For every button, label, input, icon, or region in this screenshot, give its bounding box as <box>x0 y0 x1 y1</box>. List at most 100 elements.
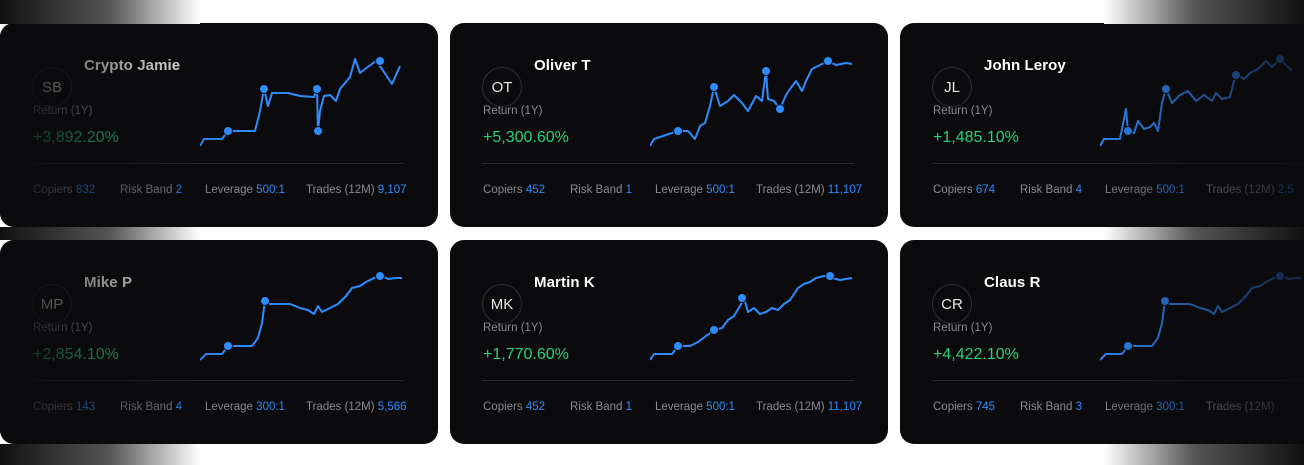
trader-stats: Copiers 745 Risk Band 3 Leverage 300:1 Trad… <box>933 401 1275 413</box>
trader-card-crypto-jamie[interactable]: SB Crypto Jamie Return (1Y) +3,892.20% C… <box>0 23 438 227</box>
sparkline-marker <box>1123 341 1133 351</box>
copiers-value: 143 <box>75 401 96 413</box>
return-label: Return (1Y) <box>33 322 93 334</box>
trader-name[interactable]: Claus R <box>984 274 1041 291</box>
trader-name[interactable]: Crypto Jamie <box>84 57 181 74</box>
leverage-value: 500:1 <box>256 184 285 196</box>
return-value: +5,300.60% <box>483 129 569 146</box>
return-value: +3,892.20% <box>33 129 119 146</box>
return-value: +4,422.10% <box>933 346 1019 363</box>
risk-band-stat: Risk Band 4 <box>120 401 205 413</box>
risk-band-label: Risk Band <box>570 401 623 413</box>
return-value: +1,770.60% <box>483 346 569 363</box>
leverage-stat: Leverage 300:1 <box>1105 401 1206 413</box>
return-sparkline <box>650 271 853 361</box>
risk-band-value: 3 <box>1075 401 1083 413</box>
trader-name[interactable]: Martin K <box>534 274 595 291</box>
sparkline-marker <box>313 126 323 136</box>
trader-card-claus-r[interactable]: CR Claus R Return (1Y) +4,422.10% Copier… <box>900 240 1304 444</box>
sparkline-marker <box>260 296 270 306</box>
risk-band-value: 4 <box>175 401 183 413</box>
return-sparkline <box>1100 54 1293 147</box>
leverage-stat: Leverage 500:1 <box>205 184 306 196</box>
copiers-value: 745 <box>975 401 996 413</box>
avatar: OT <box>482 67 522 107</box>
avatar: JL <box>932 67 972 107</box>
leverage-value: 300:1 <box>256 401 285 413</box>
trader-name[interactable]: Oliver T <box>534 57 591 74</box>
trades-value: 9,107 <box>377 184 407 196</box>
return-label: Return (1Y) <box>933 322 993 334</box>
return-sparkline <box>200 271 402 361</box>
sparkline-marker <box>312 84 322 94</box>
leverage-label: Leverage <box>655 401 703 413</box>
trader-card-john-leroy[interactable]: JL John Leroy Return (1Y) +1,485.10% Cop… <box>900 23 1304 227</box>
trades-label: Trades (12M) <box>306 401 375 413</box>
leverage-stat: Leverage 500:1 <box>1105 184 1206 196</box>
avatar: CR <box>932 284 972 324</box>
risk-band-value: 1 <box>625 184 633 196</box>
sparkline-path <box>650 60 853 147</box>
avatar: MP <box>32 284 72 324</box>
return-value: +2,854.10% <box>33 346 119 363</box>
leverage-stat: Leverage 300:1 <box>205 401 306 413</box>
card-divider <box>932 380 1304 381</box>
copiers-stat: Copiers 674 <box>933 184 1020 196</box>
trader-stats: Copiers 832 Risk Band 2 Leverage 500:1 Trad… <box>33 184 407 196</box>
return-label: Return (1Y) <box>483 322 543 334</box>
sparkline-path <box>200 275 402 361</box>
return-label: Return (1Y) <box>933 105 993 117</box>
copiers-stat: Copiers 452 <box>483 401 570 413</box>
sparkline-marker <box>673 341 683 351</box>
trades-stat: Trades (12M) <box>1206 401 1275 413</box>
copiers-value: 674 <box>975 184 996 196</box>
copiers-label: Copiers <box>483 401 523 413</box>
card-divider <box>482 163 854 164</box>
trader-name[interactable]: John Leroy <box>984 57 1066 74</box>
leverage-label: Leverage <box>655 184 703 196</box>
sparkline-marker <box>259 84 269 94</box>
trades-label: Trades (12M) <box>756 401 825 413</box>
avatar: SB <box>32 67 72 107</box>
trader-card-martin-k[interactable]: MK Martin K Return (1Y) +1,770.60% Copie… <box>450 240 888 444</box>
trades-value: 11,107 <box>827 401 863 413</box>
risk-band-stat: Risk Band 1 <box>570 184 655 196</box>
copiers-label: Copiers <box>483 184 523 196</box>
sparkline-path <box>1100 275 1302 361</box>
leverage-label: Leverage <box>205 401 253 413</box>
avatar: MK <box>482 284 522 324</box>
sparkline-marker <box>737 293 747 303</box>
card-divider <box>32 163 404 164</box>
sparkline-marker <box>375 56 385 66</box>
sparkline-marker <box>673 126 683 136</box>
copiers-value: 452 <box>525 184 546 196</box>
trader-card-mike-p[interactable]: MP Mike P Return (1Y) +2,854.10% Copiers… <box>0 240 438 444</box>
risk-band-label: Risk Band <box>120 401 173 413</box>
copiers-stat: Copiers 832 <box>33 184 120 196</box>
risk-band-label: Risk Band <box>120 184 173 196</box>
risk-band-stat: Risk Band 1 <box>570 401 655 413</box>
trades-label: Trades (12M) <box>1206 401 1275 413</box>
trades-label: Trades (12M) <box>1206 184 1275 196</box>
sparkline-marker <box>223 126 233 136</box>
leverage-stat: Leverage 500:1 <box>655 184 756 196</box>
trades-value: 11,107 <box>827 184 863 196</box>
trader-name[interactable]: Mike P <box>84 274 133 291</box>
risk-band-stat: Risk Band 3 <box>1020 401 1105 413</box>
trades-stat: Trades (12M) 11,107 <box>756 184 862 196</box>
copiers-label: Copiers <box>33 401 73 413</box>
copiers-label: Copiers <box>933 401 973 413</box>
trader-card-oliver-t[interactable]: OT Oliver T Return (1Y) +5,300.60% Copie… <box>450 23 888 227</box>
leverage-value: 500:1 <box>706 401 735 413</box>
trades-stat: Trades (12M) 2,5 <box>1206 184 1294 196</box>
sparkline-marker <box>223 341 233 351</box>
copiers-label: Copiers <box>933 184 973 196</box>
risk-band-value: 2 <box>175 184 183 196</box>
risk-band-value: 4 <box>1075 184 1083 196</box>
copiers-value: 452 <box>525 401 546 413</box>
sparkline-marker <box>761 66 771 76</box>
trades-value: 2,5 <box>1277 184 1294 196</box>
trader-stats: Copiers 452 Risk Band 1 Leverage 500:1 Trad… <box>483 184 862 196</box>
sparkline-marker <box>1231 70 1241 80</box>
